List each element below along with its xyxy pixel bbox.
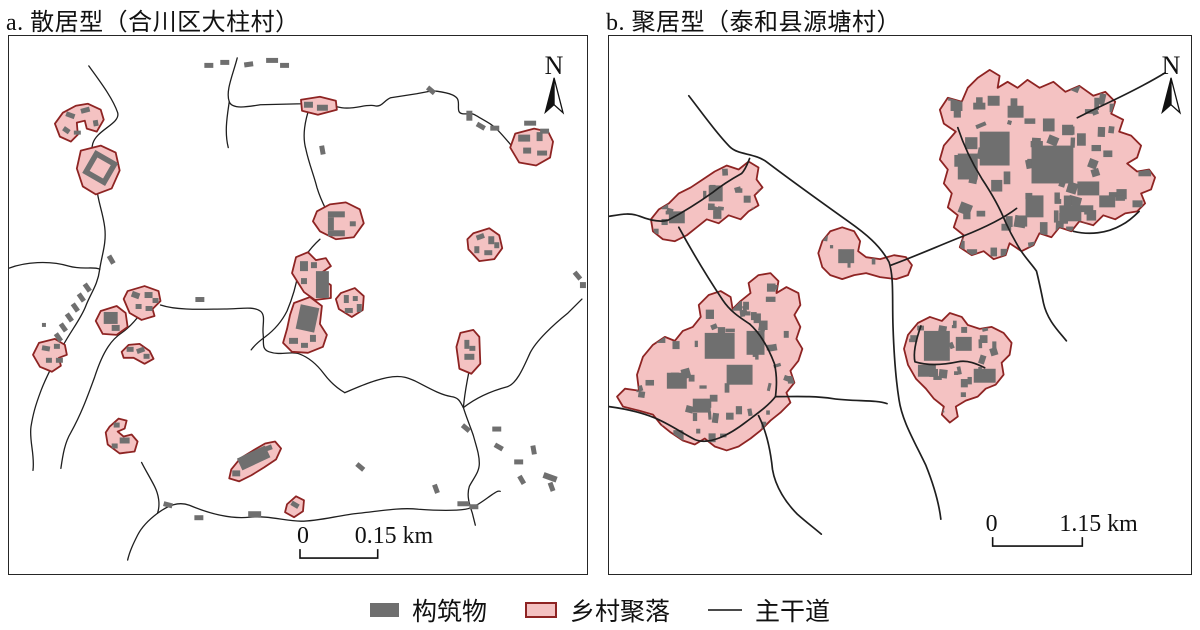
buildings-layer-a	[41, 101, 548, 509]
map-b-canvas: N 0 1.15 km	[609, 51, 1182, 547]
scalebar-bracket-b	[991, 537, 1084, 547]
north-arrow-b: N	[1161, 51, 1182, 115]
legend: 构筑物 乡村聚落 主干道	[0, 592, 1200, 628]
scalebar-zero-a: 0	[297, 523, 309, 549]
scalebar-a: 0 0.15 km	[297, 523, 434, 559]
north-arrow-a: N	[544, 51, 565, 115]
north-arrow-left-half	[544, 77, 555, 115]
panel-a-title: a. 散居型（合川区大柱村）	[6, 10, 300, 36]
scalebar-zero-b: 0	[986, 511, 998, 537]
scalebar-label-a: 0.15 km	[355, 523, 434, 549]
scalebar-bracket-a	[299, 549, 379, 559]
north-arrow-right-half	[553, 77, 565, 115]
north-arrow-right-half	[1170, 77, 1182, 115]
legend-item-building: 构筑物	[369, 592, 487, 628]
north-label-b: N	[1162, 51, 1181, 80]
legend-item-settlement: 乡村聚落	[524, 592, 670, 628]
panel-b-map: N 0 1.15 km	[608, 35, 1192, 575]
building-swatch	[369, 603, 399, 617]
road-swatch	[708, 609, 742, 611]
panel-a-map: N 0 0.15 km	[8, 35, 588, 575]
legend-label-road: 主干道	[755, 599, 831, 626]
scattered-buildings-layer-a	[41, 57, 586, 521]
scalebar-label-b: 1.15 km	[1059, 511, 1138, 537]
map-a-canvas: N 0 0.15 km	[9, 51, 586, 561]
roads-layer-b	[609, 72, 1166, 535]
legend-item-road: 主干道	[708, 592, 830, 628]
panel-b-title: b. 聚居型（泰和县源塘村）	[606, 10, 901, 36]
scalebar-b: 0 1.15 km	[986, 511, 1138, 547]
legend-label-building: 构筑物	[411, 599, 487, 626]
north-label-a: N	[545, 51, 564, 80]
north-arrow-left-half	[1161, 77, 1172, 115]
legend-label-settlement: 乡村聚落	[569, 599, 670, 626]
settlement-swatch	[524, 602, 557, 618]
